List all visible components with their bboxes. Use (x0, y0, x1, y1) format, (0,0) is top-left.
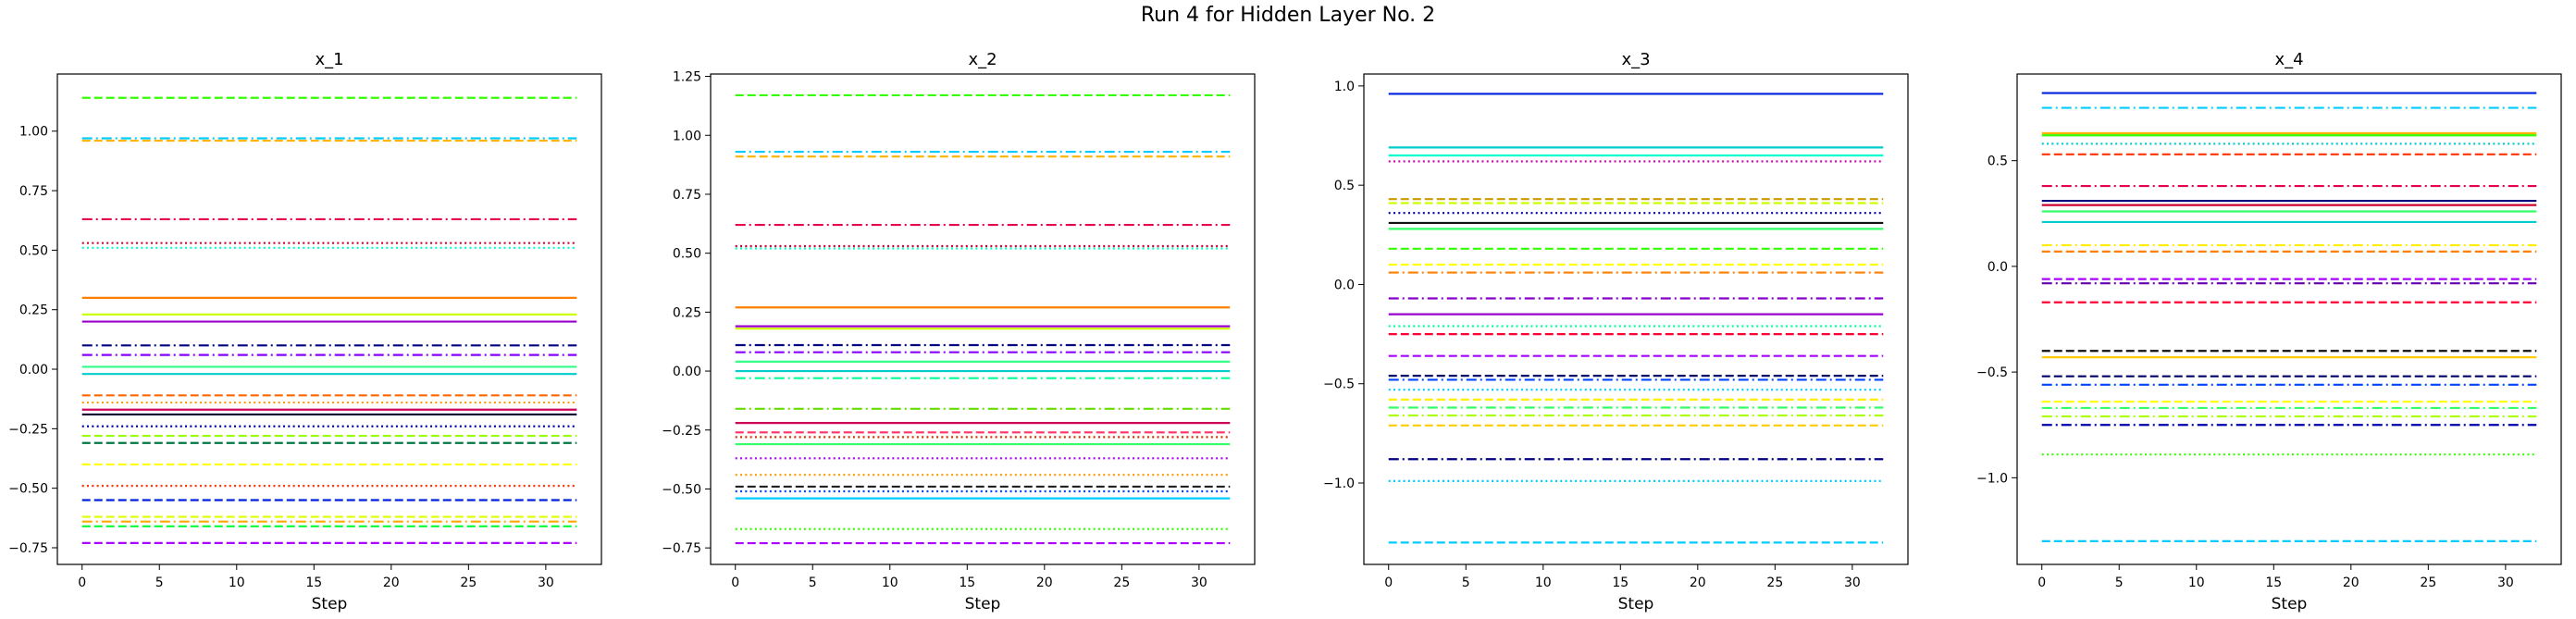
x-tick-label: 20 (383, 576, 400, 590)
x-tick-label: 25 (1113, 576, 1130, 590)
y-tick-label: 1.25 (673, 70, 701, 85)
axes-frame (1363, 73, 1909, 565)
x-tick-label: 5 (1462, 576, 1470, 590)
x-tick-label: 0 (78, 576, 86, 590)
y-tick-label: 0.25 (673, 305, 701, 320)
y-tick-label: −0.25 (662, 424, 701, 439)
chart-panel-1: x_1 0 5 10 15 20 25 30 −0.75 −0.50 −0.25 0.00 0.25 0.… (8, 50, 602, 613)
x-tick-label: 20 (1690, 576, 1706, 590)
y-tick-label: 0.50 (673, 247, 701, 262)
y-tick-label: 0.00 (673, 365, 701, 379)
axes-frame (56, 73, 602, 565)
y-tick-label: 0.75 (673, 188, 701, 203)
y-tick-label: 1.0 (1334, 80, 1355, 94)
x-tick-label: 30 (2497, 576, 2514, 590)
x-tick-label: 30 (1844, 576, 1861, 590)
x-tick-label: 20 (1036, 576, 1053, 590)
y-tick-label: 0.0 (1334, 278, 1355, 292)
chart-panel-4: x_4 0 5 10 15 20 25 30 −1.0 −0.5 0.0 0.5 Step (1976, 50, 2562, 613)
y-tick-label: 0.5 (1988, 155, 2008, 169)
x-tick-label: 25 (2420, 576, 2436, 590)
x-axis-label: Step (312, 595, 348, 613)
x-axis-label: Step (2272, 595, 2308, 613)
x-tick-label: 30 (538, 576, 554, 590)
chart-panel-2: x_2 0 5 10 15 20 25 30 −0.75 −0.50 −0.25 0.00 0.25 0.… (662, 50, 1256, 613)
axes-frame (710, 73, 1256, 565)
y-tick-label: 1.00 (673, 129, 701, 143)
x-tick-label: 25 (1766, 576, 1783, 590)
y-tick-label: −0.25 (8, 422, 48, 437)
x-tick-label: 25 (460, 576, 477, 590)
y-tick-label: 0.75 (19, 184, 48, 199)
axes-frame (2016, 73, 2562, 565)
x-tick-label: 0 (2037, 576, 2046, 590)
y-tick-label: −0.50 (8, 482, 48, 497)
x-tick-label: 10 (882, 576, 898, 590)
chart-title: x_2 (968, 50, 997, 69)
y-tick-label: −1.0 (1976, 471, 2008, 486)
y-tick-label: −0.5 (1976, 365, 2008, 380)
y-tick-label: −0.5 (1323, 378, 1355, 392)
x-tick-label: 5 (155, 576, 164, 590)
y-tick-label: −0.75 (8, 541, 48, 556)
figure-title: Run 4 for Hidden Layer No. 2 (1140, 4, 1436, 27)
x-tick-label: 15 (1612, 576, 1629, 590)
x-tick-label: 20 (2343, 576, 2359, 590)
y-tick-label: 0.00 (19, 363, 48, 378)
x-tick-label: 0 (1384, 576, 1393, 590)
y-tick-label: −1.0 (1323, 477, 1355, 491)
x-tick-label: 30 (1191, 576, 1208, 590)
chart-title: x_4 (2274, 50, 2303, 69)
x-tick-label: 15 (2265, 576, 2282, 590)
chart-panel-3: x_3 0 5 10 15 20 25 30 −1.0 −0.5 0.0 0.5 1.0 Step (1323, 50, 1909, 613)
x-axis-label: Step (965, 595, 1001, 613)
x-tick-label: 0 (731, 576, 739, 590)
y-tick-label: 0.25 (19, 303, 48, 318)
x-tick-label: 5 (2115, 576, 2124, 590)
y-tick-label: −0.75 (662, 541, 701, 556)
x-tick-label: 15 (305, 576, 322, 590)
y-tick-label: 0.50 (19, 243, 48, 258)
y-tick-label: 1.00 (19, 125, 48, 140)
x-tick-label: 10 (1535, 576, 1552, 590)
y-tick-label: 0.0 (1988, 260, 2008, 275)
chart-title: x_1 (315, 50, 343, 69)
x-axis-label: Step (1618, 595, 1654, 613)
y-tick-label: −0.50 (662, 482, 701, 497)
chart-title: x_3 (1621, 50, 1650, 69)
x-tick-label: 10 (229, 576, 245, 590)
x-tick-label: 10 (2188, 576, 2205, 590)
x-tick-label: 15 (959, 576, 975, 590)
x-tick-label: 5 (809, 576, 817, 590)
y-tick-label: 0.5 (1334, 179, 1355, 193)
